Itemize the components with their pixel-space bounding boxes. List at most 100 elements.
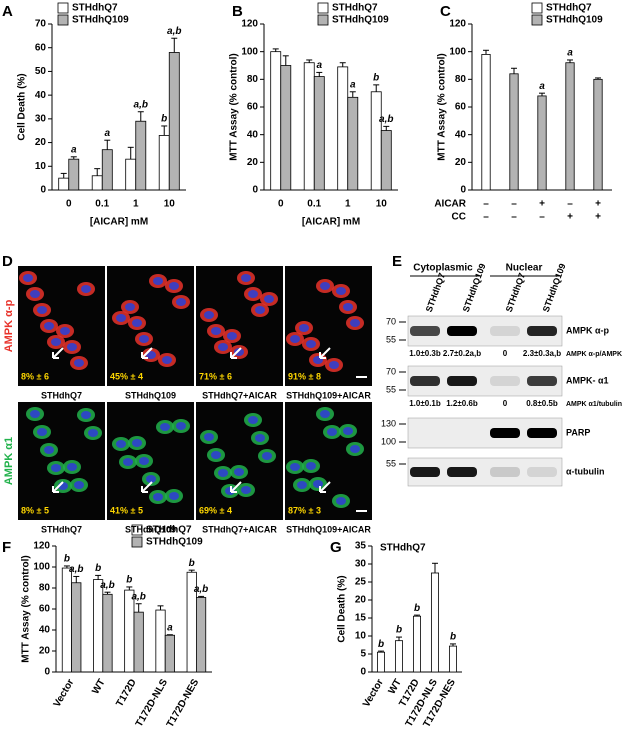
error-bar xyxy=(483,49,489,55)
nucleus xyxy=(162,356,172,364)
y-axis-label: MTT Assay (% control) xyxy=(21,555,32,662)
micrograph xyxy=(196,266,283,386)
error-bar xyxy=(567,59,573,63)
y-axis-label: MTT Assay (% control) xyxy=(229,53,240,160)
band xyxy=(527,428,557,438)
bar xyxy=(565,62,575,191)
legend-swatch xyxy=(317,14,329,26)
nucleus xyxy=(350,319,360,327)
bar xyxy=(303,62,315,191)
nucleus xyxy=(67,343,77,351)
nucleus xyxy=(88,429,98,437)
condition-mark: + xyxy=(595,212,601,223)
error-bar xyxy=(95,574,102,580)
quant-label: AMPK α-p/AMPK α1 xyxy=(566,351,624,358)
nucleus xyxy=(30,410,40,418)
band xyxy=(410,467,440,477)
percentage: 41% ± 5 xyxy=(110,505,143,515)
arrow xyxy=(319,347,331,359)
nucleus xyxy=(30,290,40,298)
error-bar xyxy=(282,55,289,66)
annotation: b xyxy=(95,563,101,574)
error-bar xyxy=(539,92,545,96)
condition-mark: – xyxy=(483,212,489,223)
annotation: b xyxy=(126,575,132,586)
nucleus xyxy=(123,458,133,466)
nucleus xyxy=(60,327,70,335)
nucleus xyxy=(125,303,135,311)
y-tick-label: 20 xyxy=(35,137,47,148)
nucleus xyxy=(116,440,126,448)
mw-marker: 55 xyxy=(386,334,396,344)
x-tick-label: T172D xyxy=(114,677,139,708)
annotation: b xyxy=(414,603,420,614)
annotation: a,b xyxy=(167,26,181,37)
x-tick-label: T172D-NES xyxy=(165,677,202,729)
y-tick-label: 40 xyxy=(35,90,47,101)
band xyxy=(490,428,520,438)
error-bar xyxy=(104,139,111,150)
x-tick-label: Vector xyxy=(52,677,77,709)
nucleus xyxy=(169,492,179,500)
nucleus xyxy=(255,434,265,442)
error-bar xyxy=(378,650,384,653)
legend-label: STHdhQ7 xyxy=(146,525,192,536)
annotation: b xyxy=(450,632,456,643)
y-tick-label: 0 xyxy=(252,185,258,196)
legend-swatch xyxy=(531,2,543,14)
panel-letter: B xyxy=(232,3,243,20)
legend-swatch xyxy=(131,524,143,536)
condition-label: AICAR xyxy=(434,199,466,210)
nucleus xyxy=(313,480,323,488)
y-tick-label: 100 xyxy=(449,46,466,57)
nucleus xyxy=(241,486,251,494)
group-label: Cytoplasmic xyxy=(413,263,473,274)
y-tick-label: 20 xyxy=(39,646,51,657)
annotation: b xyxy=(161,114,167,125)
legend-label: STHdhQ109 xyxy=(332,15,389,26)
nucleus xyxy=(343,303,353,311)
band xyxy=(527,326,557,336)
x-tick-label: WT xyxy=(90,677,107,696)
nucleus xyxy=(248,290,258,298)
nucleus xyxy=(153,277,163,285)
nucleus xyxy=(211,451,221,459)
x-axis-label: [AICAR] mM xyxy=(90,217,148,228)
legend-label: STHdhQ7 xyxy=(546,3,592,14)
error-bar xyxy=(306,59,313,63)
band xyxy=(447,467,477,477)
error-bar xyxy=(104,591,111,595)
condition-mark: – xyxy=(483,199,489,210)
nucleus xyxy=(160,423,170,431)
nucleus xyxy=(146,475,156,483)
x-tick-label: 1 xyxy=(133,199,139,210)
nucleus xyxy=(350,445,360,453)
panel-letter: E xyxy=(392,253,402,270)
bar xyxy=(509,73,519,191)
error-bar xyxy=(161,125,168,136)
nucleus xyxy=(290,335,300,343)
y-tick-label: 40 xyxy=(247,129,259,140)
bar xyxy=(58,177,70,191)
arrow xyxy=(319,481,331,493)
error-bar xyxy=(414,614,420,617)
error-bar xyxy=(73,575,80,583)
y-tick-label: 120 xyxy=(449,19,466,30)
x-tick-label: 0.1 xyxy=(95,199,109,210)
legend-swatch xyxy=(57,2,69,14)
band xyxy=(490,467,520,477)
error-bar xyxy=(349,91,356,98)
legend-label: STHdhQ109 xyxy=(546,15,603,26)
bar xyxy=(313,76,325,191)
blot-label: AMPK- α1 xyxy=(566,375,609,385)
band xyxy=(527,376,557,386)
nucleus xyxy=(74,481,84,489)
quant-value: 2.7±0.2a,b xyxy=(443,349,481,358)
nucleus xyxy=(146,351,156,359)
nucleus xyxy=(139,457,149,465)
legend-label: STHdhQ7 xyxy=(72,3,118,14)
condition-mark: – xyxy=(539,212,545,223)
bar xyxy=(61,567,73,673)
x-tick-label: 0 xyxy=(278,199,284,210)
condition-mark: + xyxy=(539,199,545,210)
